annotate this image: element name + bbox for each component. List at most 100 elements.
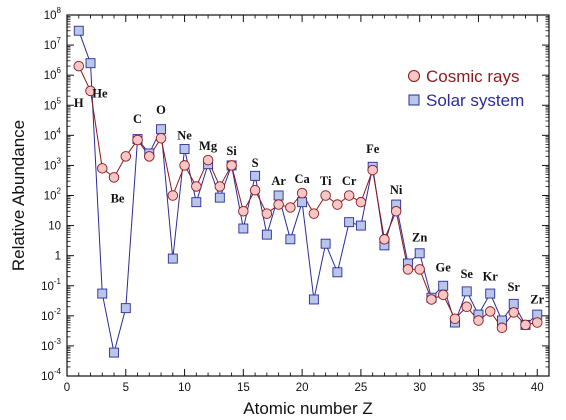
point-cosmic-rays — [449, 313, 461, 324]
point-cosmic-rays — [308, 208, 320, 219]
series-layer — [73, 25, 543, 358]
element-label: C — [133, 112, 142, 126]
legend-item-cosmic-rays: Cosmic rays — [408, 67, 520, 86]
y-tick-label: 106 — [44, 66, 62, 82]
point-cosmic-rays — [261, 208, 273, 219]
point-solar-system — [308, 294, 319, 305]
y-tick-label: 102 — [44, 187, 62, 203]
y-tick-label: 103 — [44, 156, 62, 172]
element-label: H — [74, 96, 84, 110]
point-cosmic-rays — [249, 184, 261, 196]
point-cosmic-rays — [108, 172, 120, 183]
y-tick-label: 10-3 — [41, 337, 61, 353]
legend: Cosmic rays Solar system — [408, 67, 524, 110]
point-solar-system — [344, 217, 355, 228]
point-cosmic-rays — [226, 160, 237, 171]
element-label: Ar — [271, 174, 286, 188]
point-solar-system — [485, 288, 496, 299]
x-tick-label: 25 — [355, 382, 368, 394]
point-cosmic-rays — [520, 319, 531, 331]
point-solar-system — [273, 190, 284, 201]
legend-marker-cosmic-rays — [408, 70, 420, 82]
element-label: Si — [226, 144, 237, 158]
point-cosmic-rays — [343, 190, 355, 201]
y-tick-label: 108 — [44, 6, 62, 22]
point-solar-system — [438, 280, 449, 291]
point-solar-system — [414, 248, 425, 259]
point-solar-system — [261, 229, 272, 240]
point-cosmic-rays — [179, 160, 190, 171]
y-tick-label: 10-4 — [41, 367, 61, 383]
element-label: Kr — [483, 270, 499, 284]
point-cosmic-rays — [496, 322, 508, 334]
element-label: O — [156, 103, 166, 117]
element-label: Mg — [199, 139, 218, 153]
point-cosmic-rays — [461, 301, 472, 313]
point-cosmic-rays — [202, 154, 214, 166]
point-cosmic-rays — [473, 315, 484, 326]
point-cosmic-rays — [332, 199, 343, 210]
point-solar-system — [85, 58, 96, 69]
series-line-solar-system — [78, 30, 538, 353]
point-cosmic-rays — [426, 294, 437, 305]
point-solar-system — [97, 288, 108, 299]
point-cosmic-rays — [508, 307, 519, 318]
point-solar-system — [167, 253, 178, 264]
point-solar-system — [332, 267, 343, 278]
x-tick-label: 5 — [123, 382, 129, 394]
y-tick-label: 105 — [44, 96, 62, 112]
point-solar-system — [508, 298, 519, 309]
x-tick-label: 35 — [472, 382, 485, 394]
element-label: Ni — [390, 183, 403, 197]
y-tick-label: 10-2 — [41, 307, 61, 323]
point-cosmic-rays — [120, 151, 132, 162]
point-cosmic-rays — [367, 164, 378, 176]
point-cosmic-rays — [214, 181, 226, 192]
element-labels: H He Be CO Ne Mg Si S Ar Ca Ti Cr Fe Ni Zn Ge Se Kr Sr Zr — [74, 86, 545, 306]
x-tick-label: 15 — [237, 382, 250, 394]
point-cosmic-rays — [379, 234, 390, 245]
point-cosmic-rays — [85, 85, 96, 97]
point-solar-system — [191, 197, 202, 208]
point-solar-system — [250, 170, 261, 181]
point-cosmic-rays — [414, 264, 425, 275]
point-solar-system — [461, 286, 472, 297]
point-solar-system — [120, 303, 131, 314]
point-solar-system — [179, 144, 190, 154]
x-tick-label: 30 — [413, 382, 426, 394]
x-axis-label: Atomic number Z — [243, 399, 372, 418]
point-cosmic-rays — [97, 163, 108, 174]
plot-area — [66, 14, 550, 377]
element-label: Ne — [177, 128, 192, 142]
x-tick-label: 40 — [531, 382, 544, 394]
point-cosmic-rays — [402, 264, 414, 275]
y-tick-label: 107 — [44, 36, 62, 52]
y-tick-label: 10-1 — [41, 277, 61, 293]
element-label: Ti — [320, 174, 332, 188]
point-cosmic-rays — [437, 289, 449, 301]
point-solar-system — [320, 238, 331, 249]
point-cosmic-rays — [484, 306, 496, 317]
point-solar-system — [238, 223, 249, 234]
element-label: Cr — [342, 174, 357, 188]
point-cosmic-rays — [238, 205, 249, 217]
point-solar-system — [285, 234, 296, 245]
point-cosmic-rays — [355, 196, 367, 208]
point-solar-system — [73, 25, 84, 36]
point-cosmic-rays — [320, 190, 331, 201]
x-tick-label: 0 — [64, 382, 70, 394]
y-tick-label: 10 — [48, 221, 61, 233]
legend-label-solar-system: Solar system — [426, 91, 524, 110]
tick-labels: 0 5 10 15 20 25 30 35 40 10-4 10-3 10-2 10-1 1 10 102 10… — [41, 6, 544, 394]
point-solar-system — [156, 124, 166, 135]
element-label: Zn — [412, 231, 427, 245]
point-cosmic-rays — [191, 181, 202, 192]
point-cosmic-rays — [390, 205, 402, 217]
element-label: Ca — [294, 172, 310, 186]
point-solar-system — [109, 347, 119, 358]
element-label: Se — [460, 267, 473, 281]
point-solar-system — [214, 192, 225, 203]
legend-marker-solar-system — [408, 94, 420, 106]
element-label: Fe — [366, 142, 380, 156]
